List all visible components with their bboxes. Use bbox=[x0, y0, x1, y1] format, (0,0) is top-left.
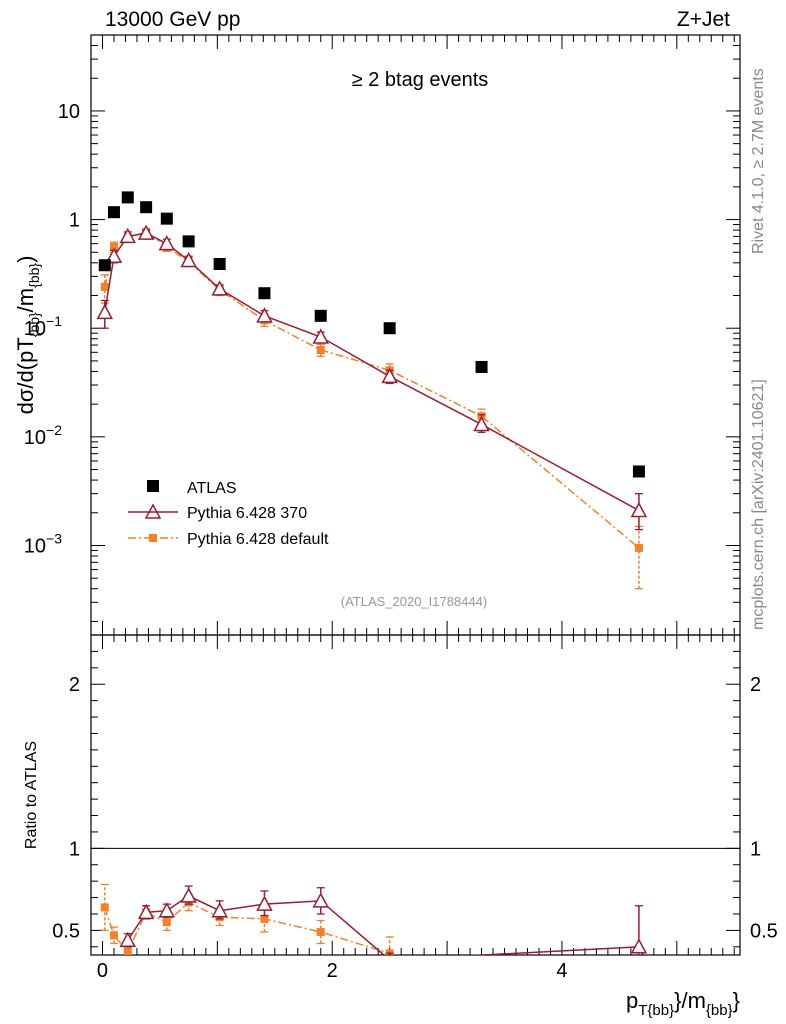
main-y-tick-label: 10 bbox=[58, 101, 80, 123]
mcplots-source-label: mcplots.cern.ch [arXiv:2401.10621] bbox=[750, 379, 767, 630]
ratio-data-series bbox=[100, 883, 648, 955]
main-atlas-point bbox=[632, 465, 645, 478]
legend-pythia-default-label: Pythia 6.428 default bbox=[187, 531, 329, 548]
ratio-panel-frame bbox=[90, 634, 741, 956]
main-pythia370-point bbox=[630, 501, 648, 518]
ratio-pythia370-point bbox=[137, 903, 155, 920]
x-tick-label: 4 bbox=[556, 960, 567, 982]
main-data-series bbox=[96, 191, 648, 590]
ratio-pythia-default-line bbox=[104, 901, 390, 955]
legend-pythia370-marker bbox=[144, 503, 162, 519]
main-atlas-point bbox=[182, 235, 195, 248]
main-pythia-default-point bbox=[109, 242, 118, 251]
ratio-pythia370-point bbox=[119, 931, 137, 947]
main-pythia370-point bbox=[137, 224, 155, 240]
main-y-tick-label: 10−2 bbox=[24, 422, 62, 449]
ratio-pythia-default-point bbox=[109, 931, 118, 940]
main-pythia-default-point bbox=[316, 346, 325, 355]
main-y-tick-label: 10−3 bbox=[24, 530, 62, 557]
main-pythia370-point bbox=[119, 227, 137, 244]
ratio-pythia-default-point bbox=[123, 947, 132, 955]
main-pythia370-point bbox=[256, 307, 273, 323]
main-atlas-point bbox=[121, 191, 134, 204]
ratio-y-axis-title: Ratio to ATLAS bbox=[23, 741, 40, 849]
legend-atlas-marker bbox=[147, 480, 159, 492]
svg-text:Ratio to ATLAS: Ratio to ATLAS bbox=[23, 741, 40, 849]
main-y-axis-title: dσ/d(pT{bb}/m{bb}) bbox=[13, 256, 42, 415]
ratio-pythia-default-point bbox=[162, 918, 171, 927]
main-y-tick-exponent: −1 bbox=[46, 313, 62, 329]
ratio-pythia-default-point bbox=[316, 928, 325, 937]
main-pythia370-point bbox=[96, 303, 114, 320]
ratio-pythia370-point bbox=[630, 938, 648, 954]
main-pythia370-point bbox=[180, 251, 197, 268]
main-pythia370-line bbox=[104, 232, 640, 512]
svg-text:Rivet 4.1.0, ≥ 2.7M events: Rivet 4.1.0, ≥ 2.7M events bbox=[750, 68, 767, 254]
main-y-tick-exponent: −3 bbox=[46, 530, 62, 546]
x-axis-title: pT{bb}}/m{bb}} bbox=[626, 988, 740, 1019]
analysis-id: (ATLAS_2020_I1788444) bbox=[341, 594, 487, 609]
svg-text:dσ/d(pT{bb}/m{bb}): dσ/d(pT{bb}/m{bb}) bbox=[13, 256, 42, 415]
ratio-pythia370-point bbox=[387, 951, 392, 955]
main-atlas-point bbox=[107, 206, 120, 219]
main-pythia370-point bbox=[105, 247, 123, 263]
main-atlas-point bbox=[140, 201, 153, 214]
main-atlas-point bbox=[98, 259, 111, 272]
ratio-y-tick-label-right: 0.5 bbox=[750, 920, 778, 942]
legend: ATLAS Pythia 6.428 370 Pythia 6.428 defa… bbox=[128, 480, 329, 548]
x-tick-label: 2 bbox=[327, 960, 338, 982]
ratio-pythia-default-point bbox=[100, 903, 109, 912]
x-axis-ticks: 0 2 4 bbox=[97, 35, 735, 982]
main-atlas-point bbox=[258, 287, 271, 300]
main-atlas-point bbox=[314, 309, 327, 322]
main-y-tick-label: 1 bbox=[69, 210, 80, 232]
rivet-version-label: Rivet 4.1.0, ≥ 2.7M events bbox=[750, 68, 767, 254]
ratio-y-axis-ticks: 0.5 0.5 1 1 2 2 bbox=[52, 650, 778, 948]
main-pythia-default-line bbox=[104, 231, 640, 549]
main-pythia370-point bbox=[312, 328, 329, 344]
main-pythia370-point bbox=[158, 235, 176, 251]
ratio-y-tick-label-right: 2 bbox=[750, 674, 761, 696]
x-tick-label: 0 bbox=[97, 960, 108, 982]
process-label: Z+Jet bbox=[677, 8, 730, 31]
ratio-y-tick-label: 1 bbox=[69, 838, 80, 860]
ratio-pythia370-point bbox=[158, 902, 176, 918]
main-pythia-default-point bbox=[100, 282, 109, 291]
main-y-axis-ticks bbox=[91, 34, 740, 622]
ratio-pythia370-line bbox=[127, 895, 639, 955]
ratio-pythia370-point bbox=[312, 892, 329, 908]
legend-pythia-default-marker bbox=[149, 534, 157, 542]
ratio-y-tick-label: 0.5 bbox=[52, 920, 80, 942]
selection-annotation: ≥ 2 btag events bbox=[352, 69, 489, 91]
main-pythia370-point bbox=[473, 415, 490, 432]
main-atlas-point bbox=[383, 322, 396, 335]
main-y-tick-exponent: −2 bbox=[46, 422, 62, 438]
ratio-y-tick-label: 2 bbox=[69, 674, 80, 696]
legend-pythia370-label: Pythia 6.428 370 bbox=[187, 505, 307, 522]
main-pythia-default-point bbox=[634, 543, 643, 552]
ratio-pythia-default-point bbox=[260, 914, 269, 923]
main-pythia370-point bbox=[381, 367, 398, 384]
ratio-y-tick-label-right: 1 bbox=[750, 838, 761, 860]
legend-atlas-label: ATLAS bbox=[187, 480, 237, 497]
main-atlas-point bbox=[213, 258, 226, 271]
ratio-pythia370-point bbox=[180, 887, 197, 903]
main-atlas-point bbox=[160, 212, 173, 225]
ratio-pythia370-point bbox=[211, 902, 228, 918]
svg-text:mcplots.cern.ch [arXiv:2401.10: mcplots.cern.ch [arXiv:2401.10621] bbox=[750, 379, 767, 630]
main-atlas-point bbox=[475, 360, 488, 373]
collision-label: 13000 GeV pp bbox=[105, 8, 240, 31]
ratio-pythia370-point bbox=[256, 895, 273, 911]
main-pythia370-point bbox=[211, 280, 228, 296]
